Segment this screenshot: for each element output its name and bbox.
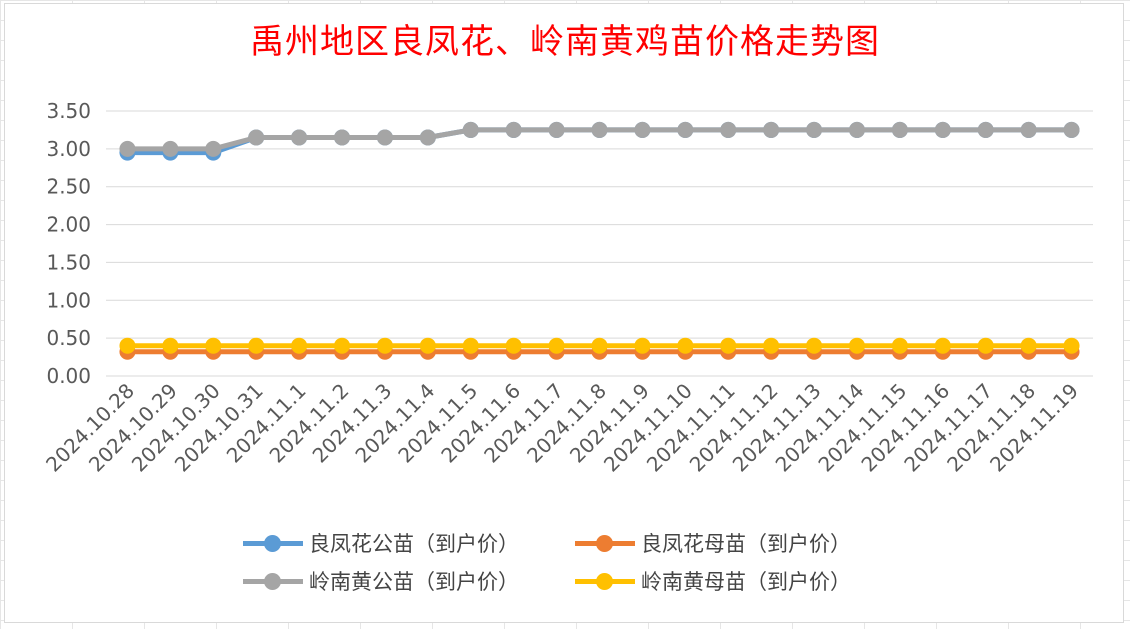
series-3 <box>119 121 1080 157</box>
data-point <box>419 129 436 146</box>
data-point <box>763 121 780 138</box>
chart-area[interactable] <box>4 3 1124 623</box>
data-point <box>376 129 393 146</box>
legend-marker <box>575 534 635 552</box>
data-point <box>848 337 865 354</box>
y-tick-label: 0.00 <box>46 364 91 388</box>
data-point <box>205 337 222 354</box>
data-point <box>462 337 479 354</box>
legend-label: 良凤花母苗（到户价） <box>641 532 851 556</box>
data-point <box>1020 337 1037 354</box>
data-point <box>720 121 737 138</box>
data-point <box>548 121 565 138</box>
data-point <box>806 337 823 354</box>
legend-marker <box>243 534 303 552</box>
data-point <box>334 337 351 354</box>
data-point <box>419 337 436 354</box>
legend-marker <box>243 572 303 590</box>
data-point <box>763 337 780 354</box>
data-point <box>891 121 908 138</box>
data-point <box>162 337 179 354</box>
data-point <box>376 337 393 354</box>
chart-title: 禹州地区良凤花、岭南黄鸡苗价格走势图 <box>250 22 880 62</box>
data-point <box>677 337 694 354</box>
data-point <box>334 129 351 146</box>
y-tick-label: 1.00 <box>46 288 91 312</box>
data-point <box>1020 121 1037 138</box>
data-point <box>591 337 608 354</box>
y-tick-label: 3.50 <box>46 99 91 123</box>
data-point <box>806 121 823 138</box>
data-point <box>119 337 136 354</box>
data-point <box>462 121 479 138</box>
data-point <box>505 337 522 354</box>
data-point <box>205 140 222 157</box>
data-point <box>634 337 651 354</box>
legend-marker <box>575 572 635 590</box>
data-point <box>634 121 651 138</box>
legend-entry-series-1[interactable]: 良凤花公苗（到户价） <box>243 528 519 558</box>
y-tick-label: 2.50 <box>46 175 91 199</box>
data-point <box>505 121 522 138</box>
data-point <box>119 140 136 157</box>
data-point <box>1063 121 1080 138</box>
legend-entry-series-2[interactable]: 良凤花母苗（到户价） <box>575 528 851 558</box>
y-tick-label: 3.00 <box>46 137 91 161</box>
data-point <box>591 121 608 138</box>
data-point <box>677 121 694 138</box>
data-point <box>162 140 179 157</box>
y-tick-label: 2.00 <box>46 213 91 237</box>
data-point <box>934 337 951 354</box>
legend-label: 良凤花公苗（到户价） <box>309 532 519 556</box>
data-point <box>848 121 865 138</box>
data-point <box>248 337 265 354</box>
data-point <box>720 337 737 354</box>
data-point <box>891 337 908 354</box>
series-4 <box>119 337 1080 354</box>
y-tick-label: 1.50 <box>46 250 91 274</box>
data-point <box>1063 337 1080 354</box>
data-point <box>977 121 994 138</box>
data-point <box>291 129 308 146</box>
data-point <box>548 337 565 354</box>
y-tick-label: 0.50 <box>46 326 91 350</box>
legend-label: 岭南黄母苗（到户价） <box>641 570 851 594</box>
data-point <box>934 121 951 138</box>
legend-entry-series-4[interactable]: 岭南黄母苗（到户价） <box>575 566 851 596</box>
data-point <box>248 129 265 146</box>
data-point <box>291 337 308 354</box>
legend-label: 岭南黄公苗（到户价） <box>309 570 519 594</box>
data-point <box>977 337 994 354</box>
legend-entry-series-3[interactable]: 岭南黄公苗（到户价） <box>243 566 519 596</box>
